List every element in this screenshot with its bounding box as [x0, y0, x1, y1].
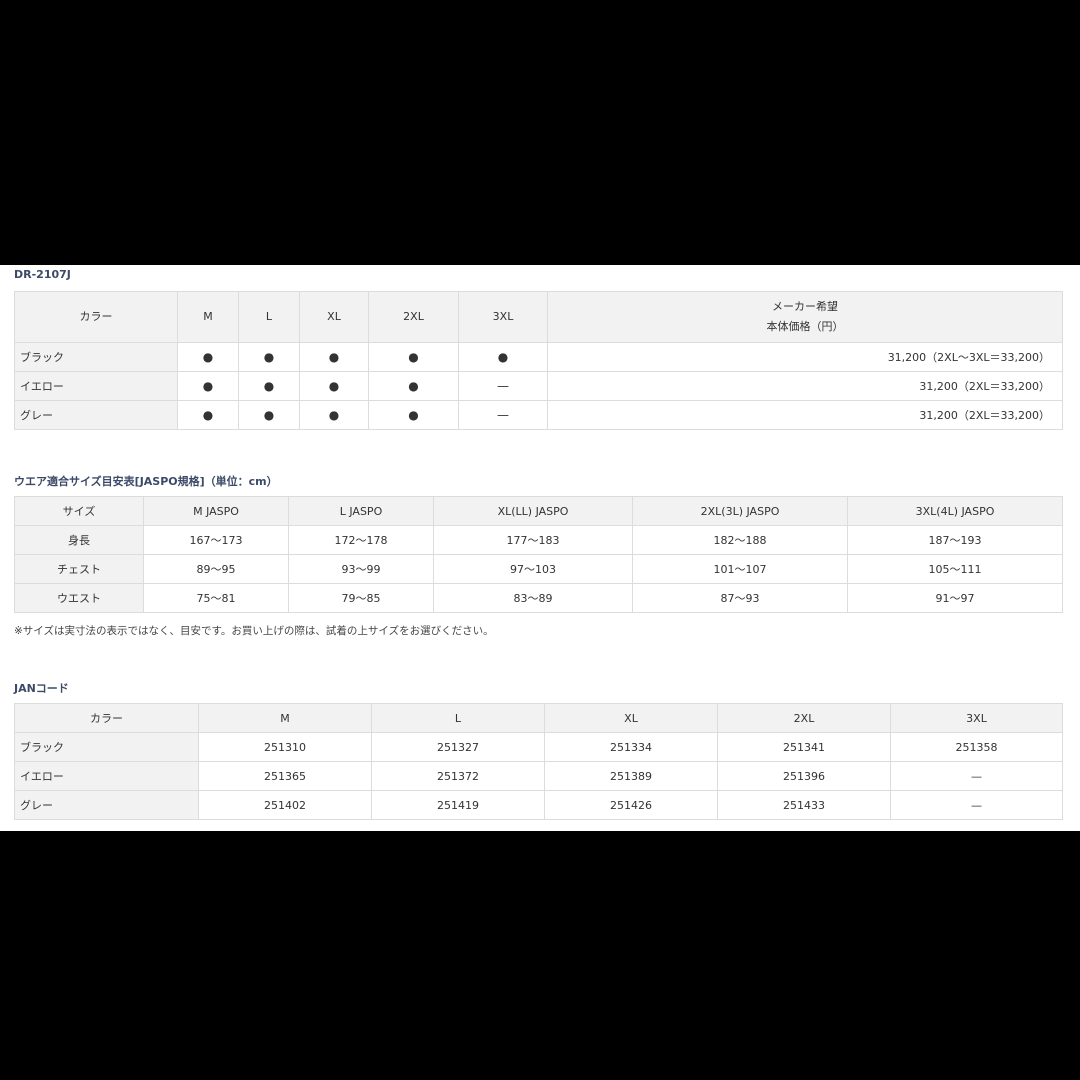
product-spec-sheet: DR-2107J カラー M L XL 2XL 3XL メーカー希望 本体価格（円） ブラック…: [0, 265, 1080, 831]
table-row: ブラック ● ● ● ● ● 31,200（2XL〜3XL＝33,200）: [14, 342, 1063, 372]
availability-mark: ●: [368, 400, 459, 430]
color-label: グレー: [14, 790, 199, 820]
price-header-line2: 本体価格（円）: [766, 320, 844, 333]
price-header: メーカー希望 本体価格（円）: [547, 291, 1063, 343]
column-header: カラー: [14, 291, 178, 343]
size-range-cell: 105〜111: [847, 554, 1063, 584]
jan-code-cell: 251365: [198, 761, 372, 791]
table-row: 身長 167〜173 172〜178 177〜183 182〜188 187〜193: [14, 525, 1063, 555]
column-header: XL(LL) JASPO: [433, 496, 633, 526]
availability-mark: —: [458, 400, 548, 430]
availability-mark: ●: [299, 400, 369, 430]
jan-title: JANコード: [14, 682, 69, 695]
jan-code-cell: 251310: [198, 732, 372, 762]
size-range-cell: 182〜188: [632, 525, 848, 555]
availability-mark: ●: [368, 342, 459, 372]
column-header: L: [371, 703, 545, 733]
availability-mark: ●: [238, 371, 300, 401]
price-cell: 31,200（2XL＝33,200）: [547, 371, 1063, 401]
size-range-cell: 75〜81: [143, 583, 289, 613]
column-header: 3XL: [458, 291, 548, 343]
size-range-cell: 79〜85: [288, 583, 434, 613]
color-label: イエロー: [14, 371, 178, 401]
size-range-cell: 187〜193: [847, 525, 1063, 555]
size-range-cell: 89〜95: [143, 554, 289, 584]
table-row: グレー ● ● ● ● —31,200（2XL＝33,200）: [14, 400, 1063, 430]
model-availability-table: カラー M L XL 2XL 3XL メーカー希望 本体価格（円） ブラック ● ● ● ● ● 31,2…: [14, 291, 1063, 430]
table-row: イエロー ● ● ● ● —31,200（2XL＝33,200）: [14, 371, 1063, 401]
table-row: ウエスト 75〜81 79〜85 83〜89 87〜93 91〜97: [14, 583, 1063, 613]
jan-code-cell: 251426: [544, 790, 718, 820]
column-header: カラー: [14, 703, 199, 733]
jan-code-table: カラー M L XL 2XL 3XL ブラック 251310 251327 251334 2513…: [14, 703, 1063, 820]
availability-mark: ●: [177, 371, 239, 401]
jan-code-cell: 251372: [371, 761, 545, 791]
column-header: 2XL: [717, 703, 891, 733]
size-note: ※サイズは実寸法の表示ではなく、目安です。お買い上げの際は、試着の上サイズをお選…: [14, 625, 494, 637]
size-range-cell: 97〜103: [433, 554, 633, 584]
column-header: M: [177, 291, 239, 343]
price-cell: 31,200（2XL〜3XL＝33,200）: [547, 342, 1063, 372]
color-label: ブラック: [14, 732, 199, 762]
availability-mark: ●: [299, 371, 369, 401]
availability-mark: ●: [299, 342, 369, 372]
price-header-line1: メーカー希望: [772, 300, 838, 313]
size-chart-table: サイズ M JASPO L JASPO XL(LL) JASPO 2XL(3L) JAS…: [14, 496, 1063, 613]
measure-label: ウエスト: [14, 583, 144, 613]
size-range-cell: 167〜173: [143, 525, 289, 555]
measure-label: チェスト: [14, 554, 144, 584]
availability-mark: ●: [368, 371, 459, 401]
column-header: 3XL: [890, 703, 1063, 733]
jan-code-cell: 251402: [198, 790, 372, 820]
color-label: イエロー: [14, 761, 199, 791]
jan-code-cell: —: [890, 761, 1063, 791]
jan-code-cell: 251358: [890, 732, 1063, 762]
size-range-cell: 87〜93: [632, 583, 848, 613]
color-label: グレー: [14, 400, 178, 430]
price-cell: 31,200（2XL＝33,200）: [547, 400, 1063, 430]
size-chart-title: ウエア適合サイズ目安表[JASPO規格]（単位：cm）: [14, 475, 278, 488]
size-range-cell: 91〜97: [847, 583, 1063, 613]
measure-label: 身長: [14, 525, 144, 555]
size-range-cell: 177〜183: [433, 525, 633, 555]
jan-code-cell: 251419: [371, 790, 545, 820]
column-header: サイズ: [14, 496, 144, 526]
jan-code-cell: 251396: [717, 761, 891, 791]
color-label: ブラック: [14, 342, 178, 372]
availability-mark: —: [458, 371, 548, 401]
availability-mark: ●: [177, 342, 239, 372]
jan-code-cell: 251389: [544, 761, 718, 791]
column-header: M: [198, 703, 372, 733]
size-range-cell: 172〜178: [288, 525, 434, 555]
table-row: ブラック 251310 251327 251334 251341 251358: [14, 732, 1063, 762]
jan-code-cell: —: [890, 790, 1063, 820]
availability-mark: ●: [238, 342, 300, 372]
availability-mark: ●: [177, 400, 239, 430]
column-header: XL: [544, 703, 718, 733]
availability-mark: ●: [238, 400, 300, 430]
column-header: L: [238, 291, 300, 343]
table-row: イエロー 251365 251372 251389 251396—: [14, 761, 1063, 791]
table-row: グレー 251402 251419 251426 251433—: [14, 790, 1063, 820]
column-header: L JASPO: [288, 496, 434, 526]
size-range-cell: 101〜107: [632, 554, 848, 584]
column-header: XL: [299, 291, 369, 343]
column-header: 2XL: [368, 291, 459, 343]
column-header: M JASPO: [143, 496, 289, 526]
jan-code-cell: 251334: [544, 732, 718, 762]
model-title: DR-2107J: [14, 268, 71, 281]
jan-code-cell: 251341: [717, 732, 891, 762]
column-header: 3XL(4L) JASPO: [847, 496, 1063, 526]
jan-code-cell: 251433: [717, 790, 891, 820]
jan-code-cell: 251327: [371, 732, 545, 762]
availability-mark: ●: [458, 342, 548, 372]
column-header: 2XL(3L) JASPO: [632, 496, 848, 526]
size-range-cell: 93〜99: [288, 554, 434, 584]
table-row: チェスト 89〜95 93〜99 97〜103 101〜107 105〜111: [14, 554, 1063, 584]
size-range-cell: 83〜89: [433, 583, 633, 613]
